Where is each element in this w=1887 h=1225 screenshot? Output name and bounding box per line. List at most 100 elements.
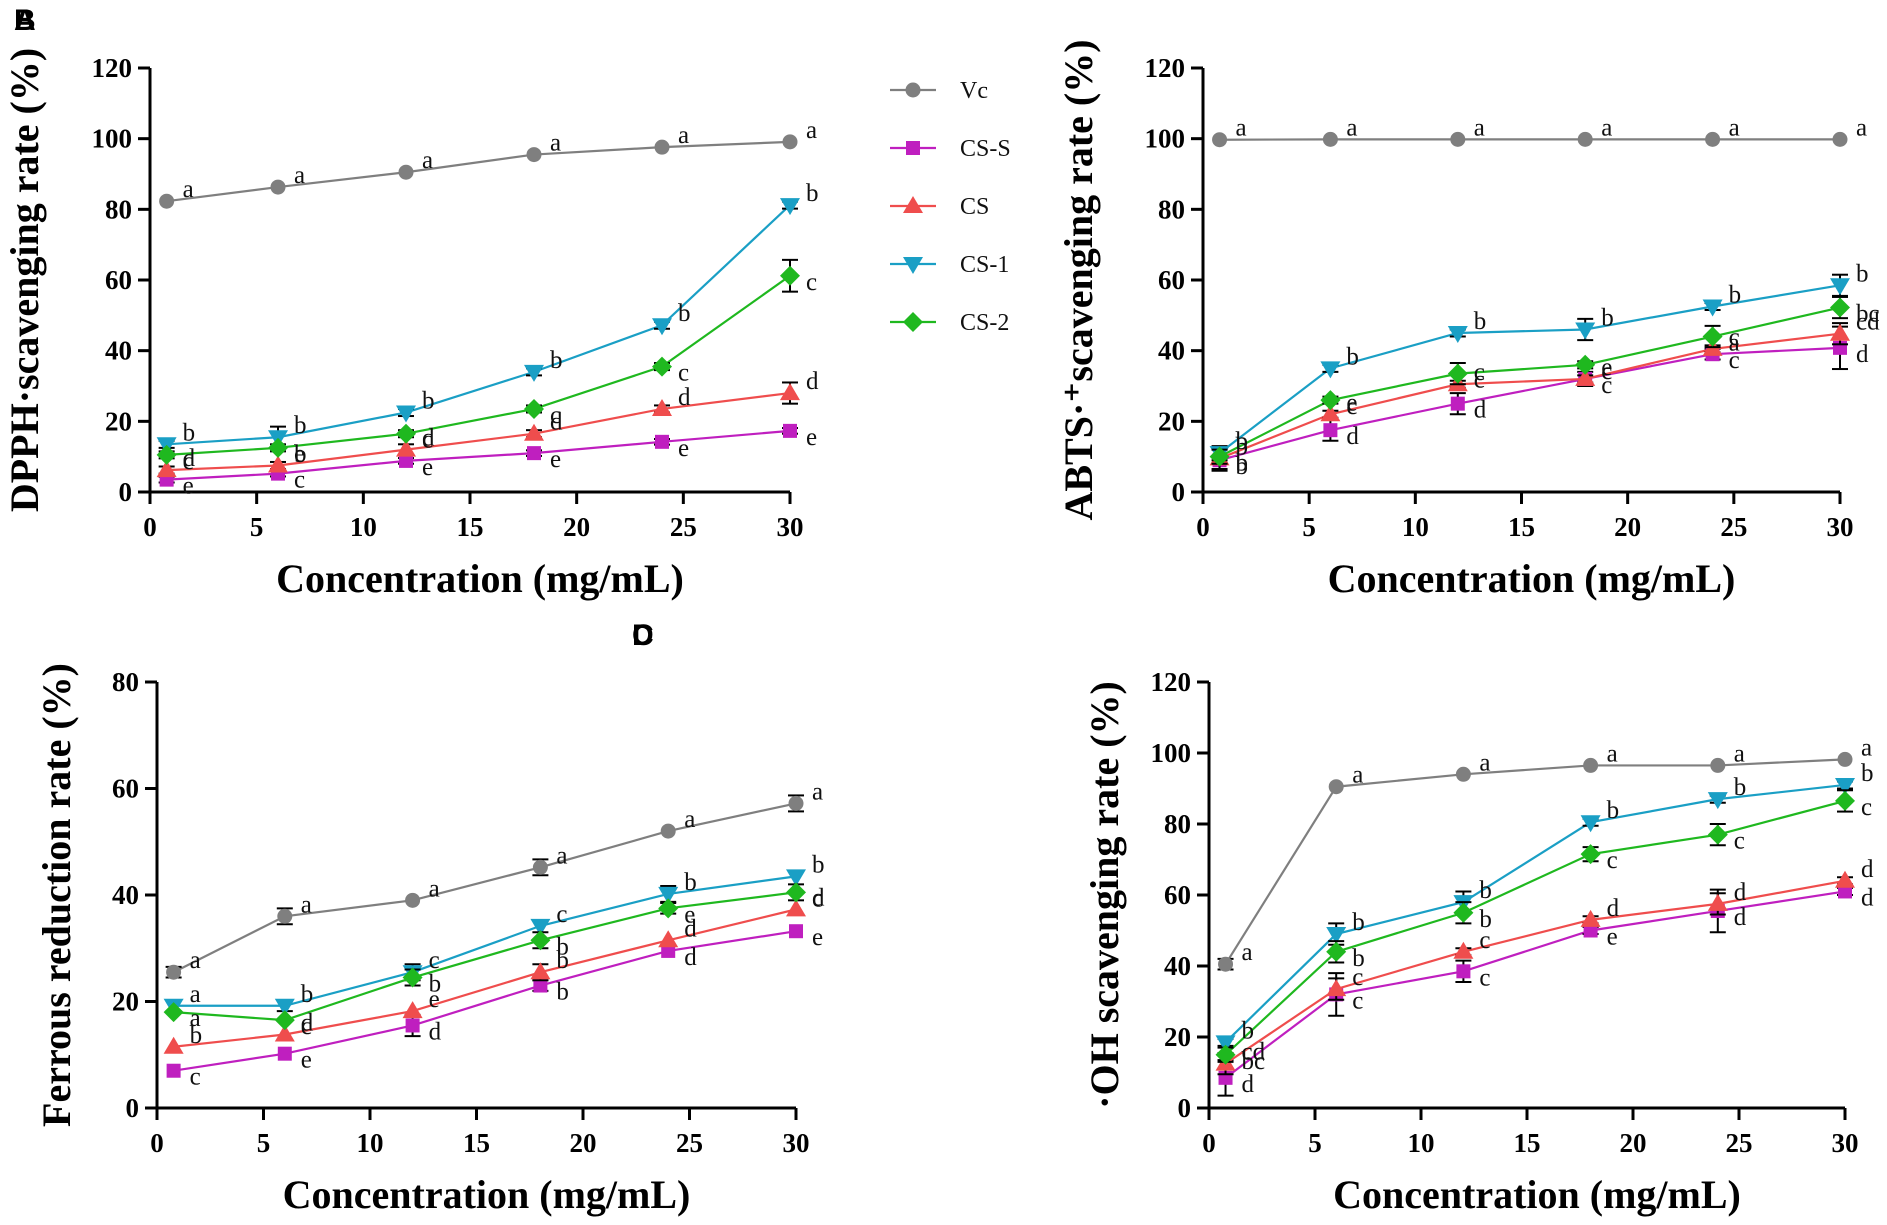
series-line	[166, 274, 791, 456]
significance-letter: e	[550, 446, 561, 473]
significance-letter: a	[1352, 762, 1363, 789]
significance-letter: d	[1734, 879, 1747, 906]
data-point	[1702, 326, 1723, 347]
series-line	[173, 930, 797, 1072]
data-point	[1832, 131, 1848, 147]
data-point	[1575, 354, 1596, 375]
significance-letter: b	[1734, 774, 1747, 801]
x-tick-label: 20	[1614, 512, 1641, 542]
data-point	[1218, 956, 1234, 972]
x-tick-label: 5	[1308, 1128, 1322, 1158]
data-point	[526, 147, 542, 163]
significance-letter: b	[301, 981, 314, 1008]
significance-letter: c	[429, 947, 440, 974]
legend-label: CS-1	[960, 252, 1009, 278]
data-point	[533, 978, 548, 993]
data-point	[652, 356, 672, 377]
y-tick-label: 100	[1145, 124, 1186, 154]
significance-letter: c	[812, 885, 823, 912]
series-vc	[165, 794, 804, 980]
significance-letter: c	[556, 901, 567, 928]
data-point	[1455, 766, 1471, 782]
data-point	[782, 134, 798, 150]
significance-letter: d	[1861, 884, 1874, 911]
chart-panel-a: A 0 20 40 60 80 100 120 0 5 10 15 20 25 30 Concentratio…	[2, 4, 819, 601]
significance-letter: c	[678, 360, 689, 387]
data-point	[396, 423, 416, 444]
significance-letter: c	[550, 402, 561, 429]
data-point	[1580, 815, 1601, 833]
significance-letter: c	[1861, 794, 1872, 821]
data-point	[660, 823, 676, 839]
legend-item-cs: CS	[890, 194, 989, 220]
data-point	[661, 943, 676, 958]
series-cs-s	[166, 924, 803, 1078]
significance-letter: a	[678, 122, 689, 149]
series-line	[173, 908, 797, 1048]
data-point	[530, 930, 551, 951]
significance-letter: a	[1242, 939, 1253, 966]
x-tick-label: 0	[1202, 1128, 1216, 1158]
significance-letter: c	[1352, 987, 1363, 1014]
significance-letter: c	[422, 427, 433, 454]
series-line	[1224, 758, 1846, 965]
significance-letter: d	[550, 409, 563, 436]
series-line	[1219, 306, 1841, 458]
y-tick-label: 20	[1164, 1022, 1191, 1052]
significance-letter: a	[1479, 749, 1490, 776]
series-line	[1219, 332, 1841, 460]
series-cs-2	[156, 258, 800, 465]
x-tick-label: 30	[1832, 1128, 1859, 1158]
panel-letter: D	[632, 619, 654, 652]
legend-marker	[903, 257, 923, 274]
significance-letter: c	[301, 1013, 312, 1040]
significance-letter: cd	[1856, 309, 1880, 336]
significance-letter: b	[1346, 343, 1359, 370]
data-point	[163, 1036, 184, 1054]
significance-letter: e	[684, 901, 695, 928]
significance-letter: a	[1734, 740, 1745, 767]
significance-letter: e	[183, 473, 194, 500]
significance-letter: a	[1236, 115, 1247, 142]
x-tick-label: 25	[1720, 512, 1747, 542]
significance-letter: a	[422, 147, 433, 174]
x-tick-label: 20	[563, 512, 590, 542]
series-line	[173, 802, 797, 974]
significance-letter: b	[1729, 282, 1742, 309]
significance-letter: d	[183, 445, 196, 472]
significance-letter: a	[556, 842, 567, 869]
data-point	[1447, 326, 1468, 343]
series-vc	[1217, 751, 1853, 972]
x-tick-label: 10	[1402, 512, 1429, 542]
data-point	[398, 164, 414, 180]
significance-letter: a	[1601, 114, 1612, 141]
series-vc	[1212, 131, 1848, 148]
significance-letter: b	[1352, 945, 1365, 972]
significance-letter: b	[1601, 304, 1614, 331]
significance-letter: b	[1479, 877, 1492, 904]
data-point	[654, 139, 670, 155]
y-tick-label: 120	[92, 53, 133, 83]
significance-letter: a	[812, 778, 823, 805]
data-point	[786, 899, 806, 917]
x-tick-label: 20	[1620, 1128, 1647, 1158]
x-tick-label: 15	[457, 512, 484, 542]
significance-letter: d	[1861, 856, 1874, 883]
series-cs-2	[1209, 295, 1850, 467]
significance-letter: d	[806, 368, 819, 395]
y-tick-label: 120	[1145, 53, 1186, 83]
data-point	[780, 265, 800, 286]
series-cs-1	[1215, 777, 1855, 1053]
series-cs	[1209, 322, 1850, 471]
data-point	[1710, 757, 1726, 773]
data-point	[1835, 790, 1855, 811]
data-point	[156, 460, 177, 478]
panel-letter: C	[632, 619, 654, 652]
significance-letter: c	[1601, 358, 1612, 385]
legend-item-cs-s: CS-S	[890, 136, 1011, 162]
significance-letter: c	[1474, 359, 1485, 386]
significance-letter: d	[1734, 904, 1747, 931]
significance-letter: d	[1242, 1071, 1255, 1098]
significance-letter: b	[550, 347, 563, 374]
legend-label: Vc	[960, 78, 988, 104]
